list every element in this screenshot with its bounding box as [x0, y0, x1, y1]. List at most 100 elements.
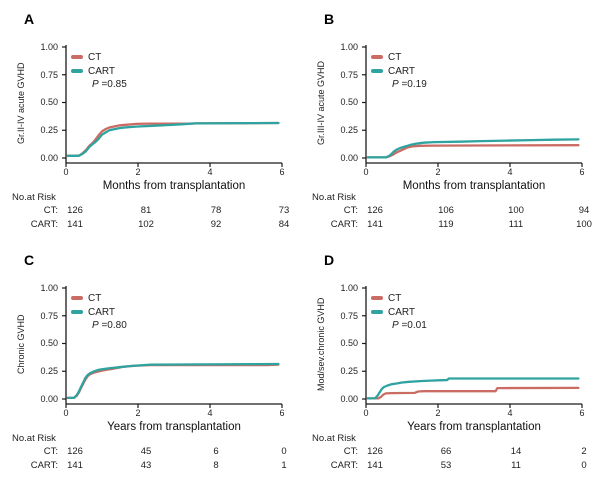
p-value: P =0.01: [392, 320, 427, 331]
panel-label: D: [324, 252, 335, 268]
legend-label-ct: CT: [388, 51, 402, 63]
y-tick-label: 1.00: [40, 283, 58, 293]
legend-item-cart: CART: [71, 64, 127, 78]
risk-row-label: CT:: [343, 446, 358, 457]
x-tick-label: 2: [135, 167, 141, 177]
panel-c: C Chronic GVHD 1.00 0.75 0.50 0.25 0.00 …: [0, 241, 300, 482]
x-axis-title: Months from transplantation: [402, 180, 546, 192]
risk-value: 2: [581, 446, 587, 457]
risk-value: 141: [67, 460, 83, 471]
x-tick-label: 6: [579, 167, 585, 177]
x-tick-label: 0: [63, 408, 69, 418]
risk-value: 126: [367, 205, 383, 216]
p-symbol: P: [92, 79, 99, 90]
y-tick-label: 0.75: [340, 70, 358, 80]
x-tick-label: 4: [507, 408, 513, 418]
y-tick-label: 0.00: [40, 394, 58, 404]
legend-item-cart: CART: [71, 305, 127, 319]
p-value: P =0.85: [92, 79, 127, 90]
x-tick-label: 2: [435, 167, 441, 177]
y-tick-label: 0.50: [40, 338, 58, 348]
risk-row-ct: CT: 126 81 78 73: [0, 205, 300, 217]
panel-b: B Gr.III-IV acute GVHD 1.00 0.75 0.50 0.…: [300, 0, 600, 241]
cumulative-incidence-plot: [62, 286, 283, 408]
x-tick-label: 6: [579, 408, 585, 418]
legend-label-cart: CART: [88, 65, 116, 77]
legend: CT CART P =0.19: [371, 50, 427, 90]
legend: CT CART P =0.01: [371, 291, 427, 331]
y-tick-label: 0.75: [340, 311, 358, 321]
panel-d: D Mod/sev.chronic GVHD 1.00 0.75 0.50 0.…: [300, 241, 600, 482]
x-tick-label: 6: [279, 408, 285, 418]
legend-label-ct: CT: [388, 292, 402, 304]
panel-a: A Gr.II-IV acute GVHD 1.00 0.75 0.50 0.2…: [0, 0, 300, 241]
cart-color-swatch: [71, 69, 83, 73]
y-tick-label: 0.50: [40, 97, 58, 107]
y-tick-label: 0.75: [40, 311, 58, 321]
risk-value: 92: [210, 219, 222, 230]
legend-label-cart: CART: [88, 306, 116, 318]
y-tick-label: 0.00: [340, 394, 358, 404]
ct-color-swatch: [71, 55, 83, 59]
risk-value: 141: [367, 460, 383, 471]
risk-value: 100: [576, 219, 592, 230]
y-tick-label: 0.50: [340, 97, 358, 107]
risk-value: 141: [67, 219, 83, 230]
risk-value: 94: [578, 205, 590, 216]
x-tick-label: 4: [207, 167, 213, 177]
legend-item-cart: CART: [371, 305, 427, 319]
x-axis-title: Months from transplantation: [102, 180, 246, 192]
risk-row-cart: CART: 141 119 111 100: [300, 219, 600, 231]
risk-table-header: No.at Risk: [312, 192, 356, 203]
risk-row-cart: CART: 141 43 8 1: [0, 460, 300, 472]
y-tick-label: 0.50: [340, 338, 358, 348]
legend-label-ct: CT: [88, 51, 102, 63]
risk-row-ct: CT: 126 45 6 0: [0, 446, 300, 458]
panel-label: B: [324, 11, 335, 27]
risk-value: 6: [213, 446, 219, 457]
p-symbol: P: [92, 320, 99, 331]
risk-row-cart: CART: 141 102 92 84: [0, 219, 300, 231]
p-value: P =0.19: [392, 79, 427, 90]
x-tick-label: 6: [279, 167, 285, 177]
legend-label-cart: CART: [388, 306, 416, 318]
risk-value: 126: [67, 446, 83, 457]
risk-value: 66: [440, 446, 452, 457]
legend-item-ct: CT: [371, 50, 427, 64]
ct-color-swatch: [371, 296, 383, 300]
y-tick-label: 1.00: [40, 42, 58, 52]
x-axis-title: Years from transplantation: [107, 421, 241, 433]
x-tick-label: 2: [135, 408, 141, 418]
legend-label-ct: CT: [88, 292, 102, 304]
legend: CT CART P =0.80: [71, 291, 127, 331]
y-tick-label: 0.75: [40, 70, 58, 80]
risk-value: 126: [67, 205, 83, 216]
risk-value: 43: [140, 460, 152, 471]
cart-color-swatch: [371, 310, 383, 314]
risk-value: 102: [138, 219, 154, 230]
risk-row-ct: CT: 126 106 100 94: [300, 205, 600, 217]
risk-row-label: CART:: [30, 219, 58, 230]
y-tick-label: 0.25: [340, 125, 358, 135]
y-tick-label: 0.25: [40, 366, 58, 376]
risk-row-label: CART:: [330, 219, 358, 230]
y-tick-label: 1.00: [340, 283, 358, 293]
y-tick-label: 1.00: [340, 42, 358, 52]
cumulative-incidence-plot: [62, 45, 283, 167]
cumulative-incidence-plot: [362, 286, 583, 408]
p-value-text: =0.85: [101, 79, 127, 90]
risk-value: 84: [278, 219, 290, 230]
x-axis-title: Years from transplantation: [407, 421, 541, 433]
y-tick-label: 0.25: [40, 125, 58, 135]
risk-value: 11: [511, 460, 521, 471]
x-tick-label: 0: [363, 167, 369, 177]
risk-value: 73: [278, 205, 290, 216]
x-tick-label: 0: [63, 167, 69, 177]
cumulative-incidence-plot: [362, 45, 583, 167]
risk-row-label: CT:: [43, 205, 58, 216]
risk-row-label: CART:: [30, 460, 58, 471]
risk-value: 100: [508, 205, 524, 216]
panel-label: A: [24, 11, 35, 27]
legend-label-cart: CART: [388, 65, 416, 77]
